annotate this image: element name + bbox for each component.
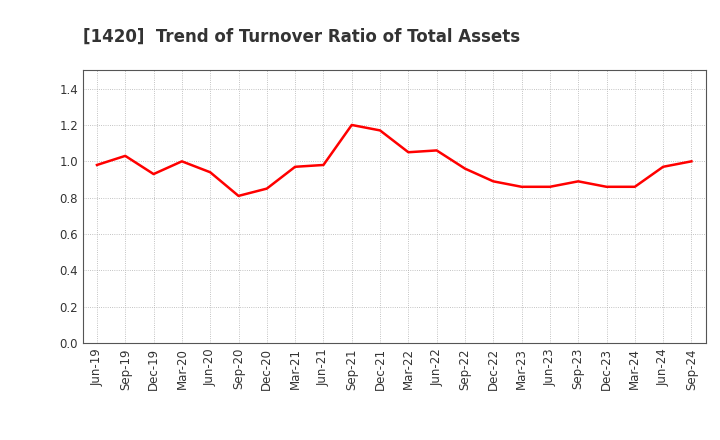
Text: [1420]  Trend of Turnover Ratio of Total Assets: [1420] Trend of Turnover Ratio of Total …	[83, 28, 520, 46]
